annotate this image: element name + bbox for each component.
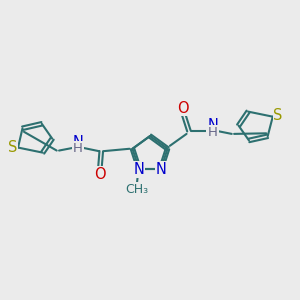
Text: N: N (133, 162, 144, 177)
Text: O: O (177, 100, 189, 116)
Text: N: N (73, 135, 83, 150)
Text: N: N (156, 162, 167, 177)
Text: O: O (94, 167, 106, 182)
Text: CH₃: CH₃ (125, 183, 148, 196)
Text: H: H (73, 142, 83, 155)
Text: N: N (207, 118, 218, 133)
Text: H: H (208, 126, 218, 139)
Text: S: S (8, 140, 17, 155)
Text: S: S (273, 108, 283, 123)
